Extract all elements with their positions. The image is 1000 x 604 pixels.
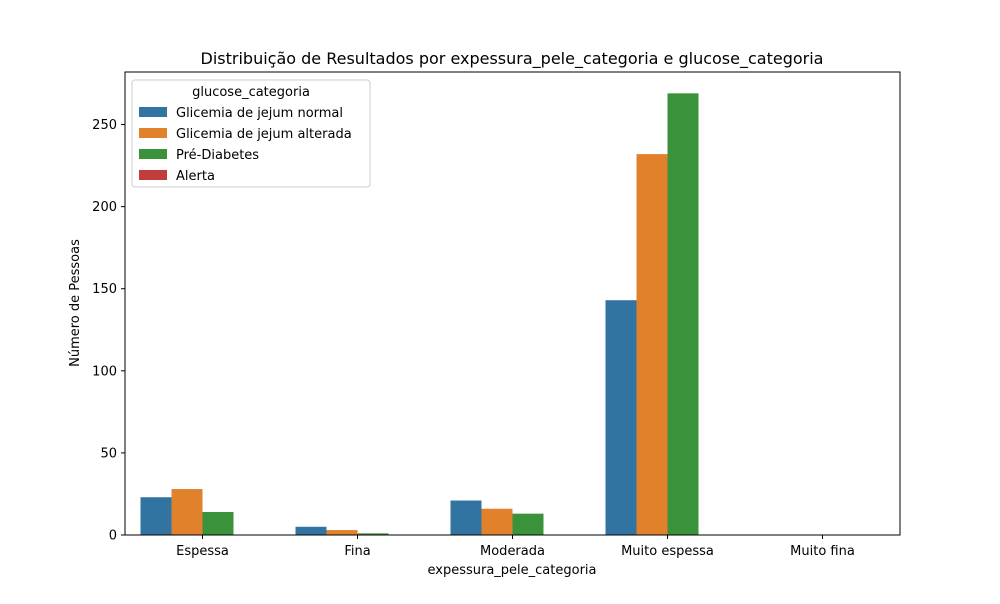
x-axis-label: expessura_pele_categoria xyxy=(427,563,596,578)
legend-label: Alerta xyxy=(176,169,215,184)
legend: glucose_categoria Glicemia de jejum norma… xyxy=(131,79,371,188)
legend-label: Glicemia de jejum normal xyxy=(176,106,343,121)
bar xyxy=(481,508,513,535)
x-tick-label: Muito fina xyxy=(790,544,855,559)
bar xyxy=(202,512,234,535)
axes-layer: 0 50 100 150 200 250 Espessa Fina Moderada Muito … xyxy=(92,71,901,559)
bar xyxy=(667,93,699,536)
y-tick-label: 50 xyxy=(100,446,117,461)
legend-swatch xyxy=(139,128,167,138)
legend-box xyxy=(131,79,371,188)
legend-swatch xyxy=(139,170,167,180)
bar xyxy=(636,154,668,535)
x-tick-label: Moderada xyxy=(480,544,545,559)
y-tick-label: 200 xyxy=(92,200,117,215)
bar xyxy=(326,530,358,535)
x-tick-label: Espessa xyxy=(176,544,229,559)
y-tick-label: 0 xyxy=(109,529,117,544)
bar xyxy=(357,533,389,535)
x-tick-label: Muito espessa xyxy=(621,544,714,559)
bar xyxy=(512,513,544,535)
x-tick-label: Fina xyxy=(344,544,370,559)
legend-swatch xyxy=(139,149,167,159)
bar xyxy=(605,300,637,535)
bar xyxy=(450,500,482,535)
chart-title: Distribuição de Resultados por expessura… xyxy=(201,49,824,69)
bar xyxy=(140,497,172,535)
bar xyxy=(295,526,327,535)
y-axis-label: Número de Pessoas xyxy=(68,239,83,367)
y-tick-label: 250 xyxy=(92,118,117,133)
bar xyxy=(171,489,203,535)
legend-swatch xyxy=(139,107,167,117)
bars-layer xyxy=(140,93,699,536)
legend-label: Pré-Diabetes xyxy=(176,148,259,163)
y-tick-label: 150 xyxy=(92,282,117,297)
legend-label: Glicemia de jejum alterada xyxy=(176,127,352,142)
y-tick-label: 100 xyxy=(92,364,117,379)
legend-title: glucose_categoria xyxy=(192,85,310,100)
